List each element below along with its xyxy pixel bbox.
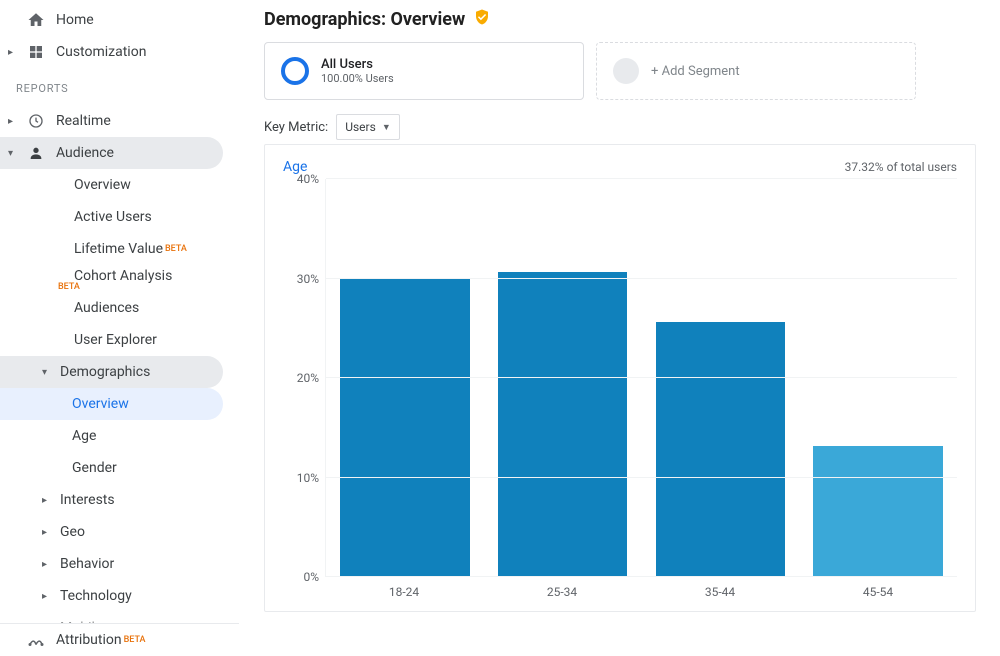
nav-lifetime-value[interactable]: Lifetime ValueBETA: [0, 233, 239, 265]
chart-note: 37.32% of total users: [845, 160, 957, 174]
reports-group-label: REPORTS: [0, 68, 239, 105]
x-tick-label: 18-24: [325, 577, 483, 599]
bar[interactable]: [498, 272, 627, 577]
nav-customization[interactable]: ▸ Customization: [0, 36, 239, 68]
app-root: ▸ Home ▸ Customization REPORTS ▸ Realtim…: [0, 0, 1000, 656]
chart-body: 0%10%20%30%40%: [283, 179, 957, 577]
nav-demo-overview[interactable]: Overview: [0, 388, 223, 420]
nav-attribution[interactable]: AttributionBETA: [0, 624, 239, 656]
nav-audience[interactable]: ▾ Audience: [0, 137, 223, 169]
page-title-row: Demographics: Overview: [264, 8, 976, 30]
key-metric-value: Users: [345, 120, 376, 134]
nav-label: Realtime: [56, 113, 111, 129]
add-segment-label: + Add Segment: [651, 64, 740, 79]
add-segment-button[interactable]: + Add Segment: [596, 42, 916, 100]
nav-audience-overview[interactable]: Overview: [0, 169, 239, 201]
key-metric-label: Key Metric:: [264, 120, 328, 135]
beta-badge: BETA: [165, 244, 187, 254]
nav-audiences[interactable]: Audiences: [0, 292, 239, 324]
verified-shield-icon: [473, 8, 491, 30]
bar-slot: [642, 179, 800, 577]
nav-label: Audiences: [74, 300, 139, 316]
bar-slot: [799, 179, 957, 577]
nav-label: Active Users: [74, 209, 152, 225]
y-tick-label: 20%: [297, 371, 319, 385]
nav-label: Geo: [60, 524, 85, 540]
nav-label: Demographics: [60, 364, 150, 380]
nav-demo-age[interactable]: Age: [0, 420, 239, 452]
x-axis-labels: 18-2425-3435-4445-54: [325, 577, 957, 599]
bar[interactable]: [813, 446, 942, 577]
beta-badge: BETA: [2, 283, 239, 292]
key-metric-row: Key Metric: Users ▼: [264, 114, 976, 140]
nav-active-users[interactable]: Active Users: [0, 201, 239, 233]
nav-label: Home: [56, 12, 94, 28]
key-metric-select[interactable]: Users ▼: [336, 114, 400, 140]
y-tick-label: 0%: [303, 570, 319, 584]
nav-label: Interests: [60, 492, 115, 508]
nav-realtime[interactable]: ▸ Realtime: [0, 105, 239, 137]
sidebar: ▸ Home ▸ Customization REPORTS ▸ Realtim…: [0, 0, 240, 656]
y-tick-label: 40%: [297, 172, 319, 186]
bar-slot: [326, 179, 484, 577]
nav-label: Overview: [74, 177, 131, 193]
segment-title: All Users: [321, 57, 394, 72]
attribution-icon: [26, 631, 46, 649]
nav-label: Attribution: [56, 632, 122, 648]
y-tick-label: 10%: [297, 471, 319, 485]
bar[interactable]: [340, 279, 469, 578]
bar-slot: [484, 179, 642, 577]
add-segment-circle-icon: [613, 58, 639, 84]
nav-label: Cohort Analysis: [74, 268, 172, 284]
nav-label: Gender: [72, 460, 117, 476]
nav-label: Audience: [56, 145, 114, 161]
x-tick-label: 35-44: [641, 577, 799, 599]
nav-label: Overview: [72, 396, 129, 412]
x-tick-label: 45-54: [799, 577, 957, 599]
segment-row: All Users 100.00% Users + Add Segment: [264, 42, 976, 100]
nav-behavior[interactable]: ▸Behavior: [0, 548, 239, 580]
segment-all-users[interactable]: All Users 100.00% Users: [264, 42, 584, 100]
nav-label: Technology: [60, 588, 132, 604]
nav-demo-gender[interactable]: Gender: [0, 452, 239, 484]
nav-technology[interactable]: ▸Technology: [0, 580, 239, 612]
nav-demographics[interactable]: ▾Demographics: [0, 356, 223, 388]
beta-badge: BETA: [124, 635, 146, 645]
clock-icon: [26, 113, 46, 129]
age-chart-card: Age 37.32% of total users 0%10%20%30%40%…: [264, 144, 976, 612]
x-tick-label: 25-34: [483, 577, 641, 599]
home-icon: [26, 11, 46, 29]
nav-label: User Explorer: [74, 332, 157, 348]
nav-geo[interactable]: ▸Geo: [0, 516, 239, 548]
nav-interests[interactable]: ▸Interests: [0, 484, 239, 516]
nav-label: Customization: [56, 44, 146, 60]
y-tick-label: 30%: [297, 272, 319, 286]
nav-user-explorer[interactable]: User Explorer: [0, 324, 239, 356]
nav-home[interactable]: ▸ Home: [0, 4, 239, 36]
bar[interactable]: [656, 322, 785, 577]
nav-label: Lifetime Value: [74, 241, 163, 257]
segment-ring-icon: [281, 57, 309, 85]
plot-area: [325, 179, 957, 577]
dropdown-triangle-icon: ▼: [382, 122, 391, 133]
segment-subtitle: 100.00% Users: [321, 72, 394, 85]
y-axis: 0%10%20%30%40%: [283, 179, 325, 577]
bars-container: [326, 179, 957, 577]
nav-label: Behavior: [60, 556, 114, 572]
page-title: Demographics: Overview: [264, 9, 465, 30]
nav-label: Age: [72, 428, 96, 444]
customization-icon: [26, 44, 46, 60]
person-icon: [26, 145, 46, 161]
main-content: Demographics: Overview All Users 100.00%…: [240, 0, 1000, 656]
